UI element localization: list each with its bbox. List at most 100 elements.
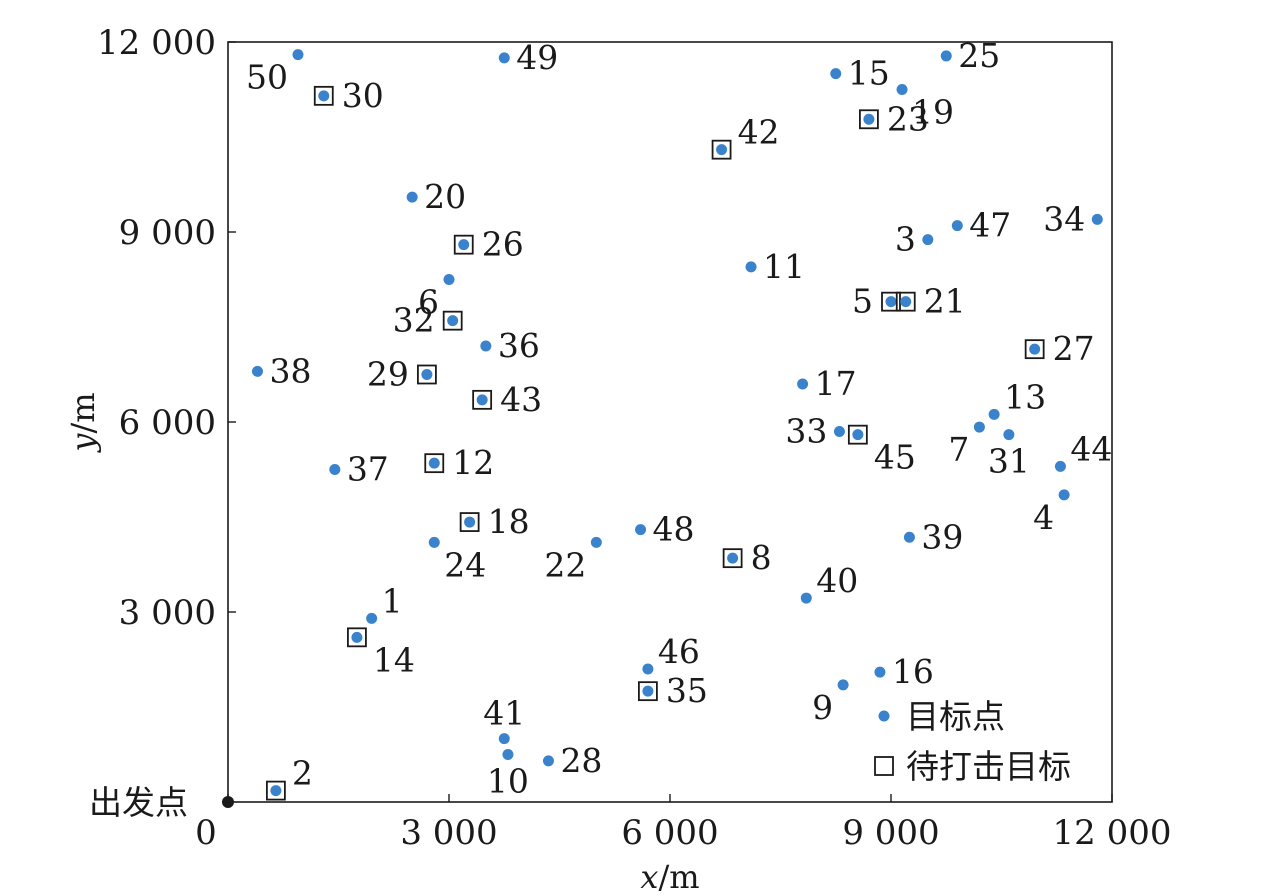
- point-label: 41: [483, 694, 525, 733]
- data-point: [727, 552, 739, 564]
- data-point: [973, 421, 985, 433]
- point-label: 15: [848, 54, 890, 93]
- point-label: 36: [498, 326, 540, 365]
- point-label: 30: [342, 76, 384, 115]
- point-label: 24: [444, 545, 486, 584]
- data-point: [797, 378, 809, 390]
- point-label: 29: [367, 355, 409, 394]
- y-tick-label: 3 000: [119, 593, 216, 633]
- point-label: 5: [852, 282, 873, 321]
- data-point: [498, 52, 510, 64]
- point-label: 38: [269, 351, 311, 390]
- target-square-marker: [722, 548, 743, 569]
- point-label: 12: [452, 443, 494, 482]
- point-label: 50: [246, 58, 288, 97]
- target-square-marker: [424, 453, 445, 474]
- point-label: 47: [969, 206, 1011, 245]
- target-square-marker: [847, 424, 868, 445]
- point-label: 14: [373, 640, 415, 679]
- data-points: 出发点1234567891011121314151617181920212223…: [89, 36, 1112, 822]
- y-tick-label: 12 000: [97, 23, 216, 63]
- data-point: [900, 296, 912, 308]
- data-point: [874, 666, 886, 678]
- point-label: 27: [1053, 329, 1095, 368]
- data-point: [464, 516, 476, 528]
- data-point: [1003, 429, 1015, 441]
- data-point: [885, 296, 897, 308]
- point-label: 7: [948, 430, 969, 469]
- origin-label: 出发点: [89, 783, 188, 822]
- data-point: [480, 340, 492, 352]
- data-point: [421, 369, 433, 380]
- data-point: [642, 663, 654, 675]
- point-label: 13: [1004, 377, 1046, 416]
- data-point: [406, 191, 418, 203]
- point-label: 6: [418, 283, 439, 322]
- data-point: [366, 612, 378, 624]
- point-label: 34: [1043, 199, 1085, 238]
- data-point: [1054, 460, 1066, 472]
- target-square-marker: [638, 681, 658, 702]
- data-point: [903, 531, 915, 543]
- data-point: [642, 685, 654, 697]
- data-point: [498, 733, 510, 745]
- point-label: 37: [347, 450, 389, 489]
- data-point: [251, 365, 263, 377]
- point-label: 20: [424, 177, 466, 216]
- x-axis-title: x/m: [640, 858, 699, 896]
- point-label: 48: [653, 510, 695, 549]
- target-square-marker: [881, 291, 901, 312]
- y-tick-label: 9 000: [119, 213, 216, 253]
- data-point: [940, 50, 952, 62]
- y-tick-label: 6 000: [119, 403, 216, 443]
- data-point: [428, 457, 440, 469]
- data-point: [428, 536, 440, 548]
- target-square-marker: [895, 291, 916, 312]
- data-point: [852, 429, 864, 441]
- point-label: 23: [887, 99, 929, 138]
- data-point: [716, 144, 728, 156]
- point-label: 26: [482, 225, 524, 264]
- legend-square-marker: [874, 756, 894, 776]
- target-square-marker: [859, 109, 879, 130]
- data-point: [270, 785, 282, 797]
- target-square-marker: [442, 310, 463, 331]
- point-label: 10: [487, 762, 529, 801]
- y-axis-title: y/m: [64, 392, 102, 453]
- point-label: 35: [666, 671, 708, 710]
- data-point: [351, 631, 363, 643]
- data-point: [1029, 343, 1041, 355]
- data-point: [292, 49, 304, 61]
- point-label: 43: [500, 380, 542, 419]
- x-tick-label: 12 000: [1053, 813, 1172, 853]
- data-point: [590, 536, 602, 548]
- point-label: 9: [812, 688, 833, 727]
- point-label: 8: [751, 538, 772, 577]
- origin-marker: [222, 796, 234, 808]
- target-square-marker: [347, 627, 367, 648]
- legend-label: 目标点: [906, 697, 1005, 736]
- data-point: [988, 408, 1000, 420]
- data-point: [635, 524, 647, 536]
- target-square-marker: [1024, 339, 1045, 360]
- legend-dot-marker: [878, 710, 890, 722]
- data-point: [476, 394, 488, 406]
- data-point: [951, 220, 963, 232]
- x-tick-label: 6 000: [621, 813, 718, 853]
- point-label: 44: [1070, 429, 1112, 468]
- data-point: [1091, 213, 1103, 225]
- data-point: [830, 68, 842, 80]
- point-label: 28: [560, 741, 602, 780]
- data-point: [542, 755, 554, 767]
- point-label: 40: [816, 561, 858, 600]
- target-square-marker: [313, 85, 334, 106]
- target-square-marker: [416, 364, 437, 385]
- data-point: [896, 84, 908, 95]
- x-tick-label: 3 000: [400, 813, 497, 853]
- data-point: [800, 592, 812, 604]
- target-square-marker: [453, 234, 474, 255]
- target-square-marker: [265, 780, 286, 801]
- point-label: 18: [488, 502, 530, 541]
